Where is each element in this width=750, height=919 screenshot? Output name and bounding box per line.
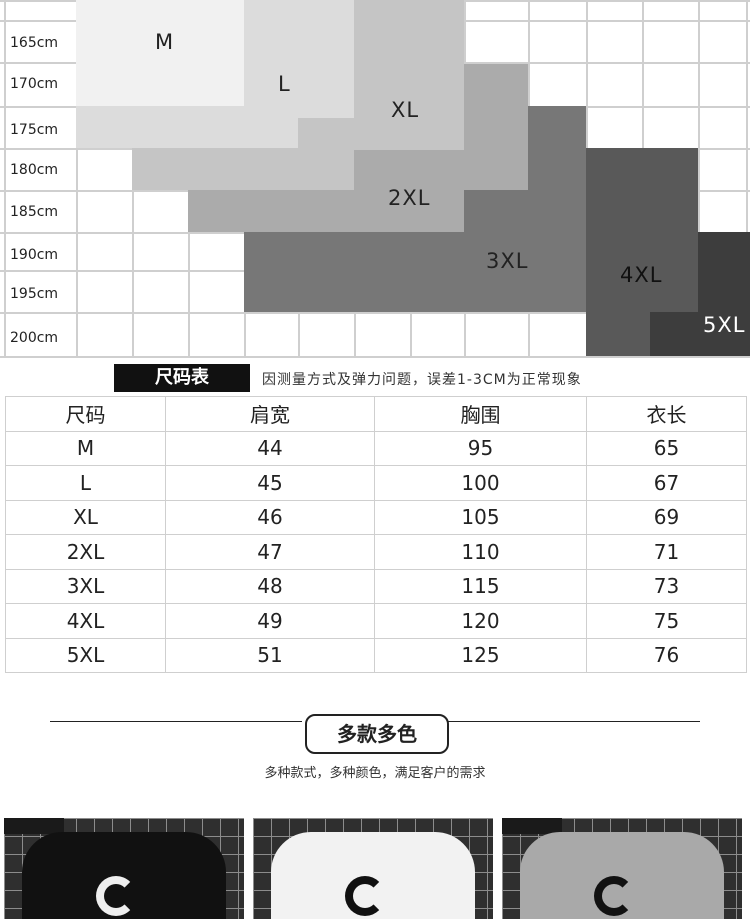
divider-left bbox=[50, 721, 302, 722]
table-cell: 110 bbox=[375, 535, 587, 570]
table-row: L 45 100 67 bbox=[6, 466, 747, 501]
size-label: 3XL bbox=[486, 249, 528, 273]
height-label: 175cm bbox=[10, 120, 58, 140]
table-cell: 47 bbox=[166, 535, 375, 570]
grid-line-v bbox=[4, 0, 6, 356]
table-row: M 44 95 65 bbox=[6, 431, 747, 466]
size-label: M bbox=[155, 30, 174, 54]
table-cell: 46 bbox=[166, 500, 375, 535]
product-photo-black[interactable] bbox=[4, 818, 244, 919]
table-cell: 125 bbox=[375, 638, 587, 673]
table-cell: 95 bbox=[375, 431, 587, 466]
block-XL bbox=[298, 118, 354, 148]
table-row: 2XL 47 110 71 bbox=[6, 535, 747, 570]
size-table-title: 尺码表 bbox=[114, 364, 250, 392]
size-label: 4XL bbox=[620, 263, 662, 287]
height-label: 190cm bbox=[10, 245, 58, 265]
block-2XL bbox=[354, 150, 464, 190]
size-label: 2XL bbox=[388, 186, 430, 210]
product-photo-white[interactable] bbox=[253, 818, 493, 919]
size-table: 尺码 肩宽 胸围 衣长 M 44 95 65 L 45 100 67 XL 46 105 69 2XL 47 110… bbox=[5, 396, 747, 673]
height-label: 200cm bbox=[10, 328, 58, 348]
height-label: 180cm bbox=[10, 160, 58, 180]
table-cell: 67 bbox=[587, 466, 747, 501]
table-cell: 48 bbox=[166, 569, 375, 604]
table-cell: 100 bbox=[375, 466, 587, 501]
height-label: 170cm bbox=[10, 74, 58, 94]
block-L bbox=[244, 0, 354, 118]
size-label: XL bbox=[391, 98, 419, 122]
size-label: L bbox=[278, 72, 291, 96]
size-chart: 165cm 170cm 175cm 180cm 185cm 190cm 195cm 200cm… bbox=[0, 0, 750, 358]
block-5XL bbox=[698, 232, 750, 312]
table-cell: M bbox=[6, 431, 166, 466]
table-row: 4XL 49 120 75 bbox=[6, 604, 747, 639]
block-XL bbox=[132, 148, 354, 190]
divider-right bbox=[448, 721, 700, 722]
table-cell: 105 bbox=[375, 500, 587, 535]
table-row: XL 46 105 69 bbox=[6, 500, 747, 535]
enso-logo-icon bbox=[345, 876, 385, 916]
table-cell: 44 bbox=[166, 431, 375, 466]
table-cell: 120 bbox=[375, 604, 587, 639]
table-cell: 2XL bbox=[6, 535, 166, 570]
block-3XL bbox=[244, 232, 586, 312]
size-table-note: 因测量方式及弹力问题，误差1-3CM为正常现象 bbox=[262, 369, 582, 389]
table-cell: 4XL bbox=[6, 604, 166, 639]
variety-title: 多款多色 bbox=[305, 714, 449, 754]
table-cell: 76 bbox=[587, 638, 747, 673]
grid-line-h bbox=[0, 356, 750, 358]
table-cell: 69 bbox=[587, 500, 747, 535]
table-cell: 115 bbox=[375, 569, 587, 604]
height-label: 185cm bbox=[10, 202, 58, 222]
size-label: 5XL bbox=[703, 313, 745, 337]
block-3XL bbox=[464, 190, 586, 232]
height-label: 195cm bbox=[10, 284, 58, 304]
table-row: 5XL 51 125 76 bbox=[6, 638, 747, 673]
product-photo-grey[interactable] bbox=[502, 818, 742, 919]
table-cell: 肩宽 bbox=[166, 397, 375, 432]
table-cell: L bbox=[6, 466, 166, 501]
table-cell: 51 bbox=[166, 638, 375, 673]
block-2XL bbox=[464, 64, 528, 190]
table-cell: 3XL bbox=[6, 569, 166, 604]
table-cell: 73 bbox=[587, 569, 747, 604]
table-cell: 71 bbox=[587, 535, 747, 570]
variety-subtitle: 多种款式，多种颜色，满足客户的需求 bbox=[0, 762, 750, 781]
table-cell: 胸围 bbox=[375, 397, 587, 432]
enso-logo-icon bbox=[96, 876, 136, 916]
table-cell: 5XL bbox=[6, 638, 166, 673]
table-row: 3XL 48 115 73 bbox=[6, 569, 747, 604]
enso-logo-icon bbox=[594, 876, 634, 916]
table-cell: 75 bbox=[587, 604, 747, 639]
table-cell: 尺码 bbox=[6, 397, 166, 432]
table-cell: 45 bbox=[166, 466, 375, 501]
table-cell: 65 bbox=[587, 431, 747, 466]
block-XL bbox=[354, 0, 464, 150]
table-cell: 49 bbox=[166, 604, 375, 639]
table-header-row: 尺码 肩宽 胸围 衣长 bbox=[6, 397, 747, 432]
block-3XL bbox=[528, 106, 586, 190]
table-cell: 衣长 bbox=[587, 397, 747, 432]
table-cell: XL bbox=[6, 500, 166, 535]
height-label: 165cm bbox=[10, 33, 58, 53]
